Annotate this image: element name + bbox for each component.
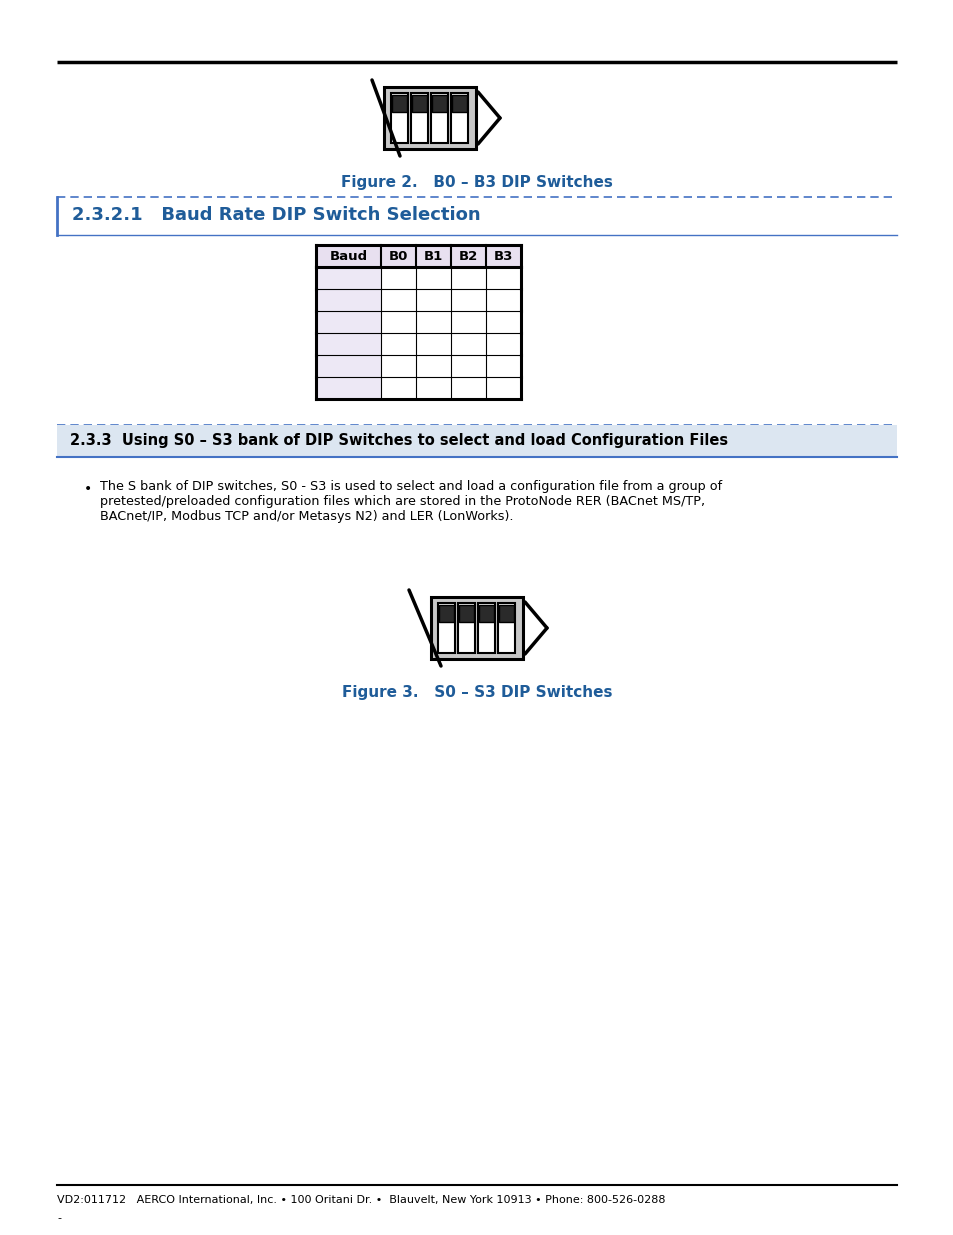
Text: B1: B1 bbox=[423, 249, 442, 263]
Bar bbox=[391, 93, 408, 143]
Bar bbox=[439, 605, 454, 622]
Bar bbox=[459, 605, 474, 622]
Bar bbox=[431, 597, 522, 659]
Text: B2: B2 bbox=[458, 249, 477, 263]
Bar bbox=[315, 311, 380, 333]
Text: Figure 3.   S0 – S3 DIP Switches: Figure 3. S0 – S3 DIP Switches bbox=[341, 685, 612, 700]
Bar bbox=[315, 245, 520, 267]
Bar bbox=[315, 267, 380, 289]
Bar bbox=[478, 603, 495, 653]
Bar bbox=[411, 93, 428, 143]
Bar bbox=[315, 289, 380, 311]
Text: B3: B3 bbox=[494, 249, 513, 263]
Bar bbox=[412, 95, 427, 112]
Text: pretested/preloaded configuration files which are stored in the ProtoNode RER (B: pretested/preloaded configuration files … bbox=[100, 495, 704, 508]
Bar bbox=[315, 354, 380, 377]
Bar bbox=[458, 603, 475, 653]
Text: 2.3.2.1   Baud Rate DIP Switch Selection: 2.3.2.1 Baud Rate DIP Switch Selection bbox=[71, 206, 480, 224]
Text: The S bank of DIP switches, S0 - S3 is used to select and load a configuration f: The S bank of DIP switches, S0 - S3 is u… bbox=[100, 480, 721, 493]
Bar bbox=[432, 95, 447, 112]
Bar bbox=[384, 86, 476, 149]
Bar bbox=[315, 333, 380, 354]
Bar bbox=[380, 267, 520, 289]
Bar bbox=[380, 289, 520, 311]
Bar bbox=[498, 603, 515, 653]
Text: VD2:011712   AERCO International, Inc. • 100 Oritani Dr. •  Blauvelt, New York 1: VD2:011712 AERCO International, Inc. • 1… bbox=[57, 1195, 665, 1205]
Bar bbox=[380, 377, 520, 399]
Text: Baud: Baud bbox=[329, 249, 367, 263]
Bar bbox=[380, 354, 520, 377]
Bar bbox=[479, 605, 494, 622]
Text: -: - bbox=[57, 1213, 61, 1223]
Bar bbox=[499, 605, 514, 622]
Text: •: • bbox=[84, 482, 92, 496]
Bar bbox=[438, 603, 455, 653]
Bar bbox=[380, 311, 520, 333]
Bar bbox=[392, 95, 407, 112]
Text: Figure 2.   B0 – B3 DIP Switches: Figure 2. B0 – B3 DIP Switches bbox=[341, 175, 612, 190]
Text: B0: B0 bbox=[389, 249, 408, 263]
Bar bbox=[315, 377, 380, 399]
Text: 2.3.3  Using S0 – S3 bank of DIP Switches to select and load Configuration Files: 2.3.3 Using S0 – S3 bank of DIP Switches… bbox=[70, 433, 727, 448]
Bar bbox=[431, 93, 448, 143]
Text: BACnet/IP, Modbus TCP and/or Metasys N2) and LER (LonWorks).: BACnet/IP, Modbus TCP and/or Metasys N2)… bbox=[100, 510, 513, 522]
Bar bbox=[380, 333, 520, 354]
Bar bbox=[452, 95, 467, 112]
Bar bbox=[451, 93, 468, 143]
Bar bbox=[57, 425, 896, 457]
